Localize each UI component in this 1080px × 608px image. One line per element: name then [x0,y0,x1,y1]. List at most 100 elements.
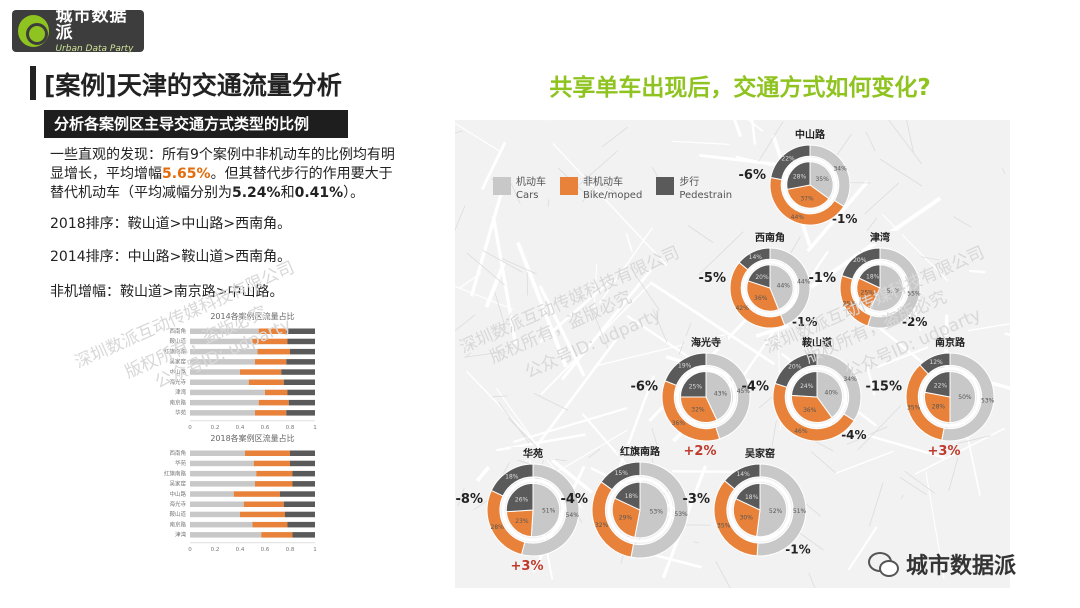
ring-gap [501,478,565,542]
map-road [847,526,878,571]
car-delta-label: -1% [792,315,817,329]
map-street [687,224,714,243]
map-street [494,292,507,330]
donut-3: 55% 25% 20% 57% 25% 18% 津湾 -1% -2% [809,231,927,329]
inner-ring-segment [505,482,534,513]
mini-chart-bar [252,521,288,528]
map-street [758,395,774,409]
map-road [455,285,514,311]
mini-chart-bar [190,450,245,456]
legend-swatch [656,177,675,195]
findings-line-3: 替代机动车（平均减幅分别为5.24%和0.41%）。 [50,185,365,201]
mini-chart-bar [190,460,254,467]
mini-chart-bar [265,389,288,396]
map-street [900,495,904,499]
logo-mark-icon [18,15,50,47]
map-street [758,121,784,162]
mini-chart-bar [280,491,315,497]
mini-chart-category-label: 华苑 [175,409,187,417]
map-road [513,407,628,443]
outer-ring-segment [723,463,761,490]
mini-chart-bar [256,470,293,477]
right-title: 共享单车出现后，交通方式如何变化? [549,75,931,101]
mini-chart-tick-label: 0.8 [286,425,295,431]
map-street [463,351,507,358]
outer-ring-value-label: 55% [907,290,921,297]
mini-chart-category-label: 津湾 [175,388,187,396]
map-street [846,426,888,445]
donut-name: 西南角 [755,231,785,244]
car-delta-label: -2% [902,315,927,329]
walk-delta-label: -15% [865,379,902,394]
legend-item: 步行 Pedestrain [656,176,732,202]
legend-swatch [493,177,511,195]
mini-chart-title: 2014各案例区流量占比 [210,311,294,321]
mini-chart-bar [253,460,290,467]
outer-ring-value-label: 14% [749,254,763,261]
outer-ring-segment [774,352,818,388]
legend-label-en: Pedestrain [679,190,733,201]
map-street [888,120,923,165]
mini-chart-bar [292,532,315,538]
outer-ring-value-label: 53% [674,511,688,518]
outer-ring-segment [490,463,534,497]
mini-chart-bar [190,399,259,406]
footer-brand-name: 城市数据派 [906,554,1017,579]
mini-chart-bar [255,481,293,487]
inner-ring-value-label: 22% [934,382,948,389]
map-street [904,470,935,494]
ring-gap [786,366,848,428]
outer-ring-value-label: 46% [794,428,808,435]
inner-ring-value-label: 30% [740,515,754,522]
map-road [469,185,505,297]
map-road [882,214,949,282]
section-subtitle: 分析各案例区主导交通方式类型的比例 [44,110,348,138]
map-road [552,142,668,267]
mini-chart-tick-label: 1 [313,425,317,431]
wechat-icon [868,552,899,577]
outer-ring-value-label: 42% [735,305,749,312]
inner-ring-value-label: 43% [714,391,728,398]
map-road [806,180,869,253]
mini-chart-category-label: 吴家窑 [169,480,186,488]
inner-ring-segment [924,370,951,398]
bike-delta-label: +3% [928,444,961,459]
map-street [906,120,914,153]
mini-chart-tick-label: 0.4 [236,547,245,553]
bike-delta-label: +2% [684,444,717,459]
donut-name: 吴家窑 [745,447,775,460]
map-road [516,241,568,368]
map-street [700,192,703,201]
avg-increase-value: 5.65% [162,166,211,182]
ring-gap [675,366,737,428]
outer-ring-segment [919,352,951,375]
mini-chart-category-label: 南京路 [169,398,186,406]
outer-ring-value-label: 44% [797,279,811,286]
outer-ring-segment [770,144,811,181]
walk-delta-label: -6% [739,168,766,183]
map-street [510,183,521,205]
inner-ring-value-label: 53% [650,509,664,516]
map-road [866,366,876,396]
mini-chart-bar [258,399,289,406]
inner-ring-value-label: 18% [866,274,880,281]
inner-ring-value-label: 18% [745,494,759,501]
ring-gap [742,260,798,316]
car-delta-label: -1% [785,543,810,557]
inner-ring-value-label: 28% [932,404,946,411]
outer-ring-value-label: 54% [566,512,580,519]
outer-ring-value-label: 34% [833,165,847,172]
mini-chart-category-label: 吴家窑 [169,358,186,366]
inner-ring-segment [735,482,761,511]
inner-ring-value-label: 20% [755,274,769,281]
map-road [968,323,1010,332]
inner-ring-value-label: 25% [861,290,875,297]
mini-chart-bar [233,491,280,497]
mini-chart-bar [287,338,315,345]
map-road [480,141,507,190]
outer-ring-value-label: 22% [781,155,795,162]
map-street [879,158,923,187]
inner-ring-value-label: 40% [825,389,839,396]
outer-ring-value-label: 34% [843,376,857,383]
